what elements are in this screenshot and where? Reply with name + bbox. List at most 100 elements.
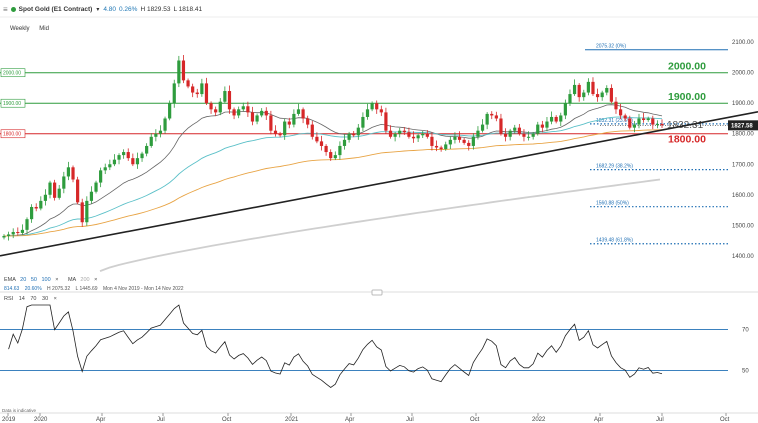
candle-body[interactable] [278,133,282,136]
candle-body[interactable] [7,234,11,236]
candle-body[interactable] [494,115,498,119]
candle-body[interactable] [177,60,181,84]
candle-body[interactable] [568,94,572,104]
candle-body[interactable] [122,152,126,156]
candle-body[interactable] [172,83,176,104]
candle-body[interactable] [94,182,98,192]
ema-20-line[interactable] [3,104,663,237]
candle-body[interactable] [306,118,310,125]
candle-body[interactable] [545,121,549,128]
candle-body[interactable] [89,191,94,201]
rsi-lower[interactable]: 30 [42,296,49,302]
candle-body[interactable] [264,110,268,116]
candle-body[interactable] [476,130,480,137]
candle-body[interactable] [149,136,153,146]
candle-body[interactable] [186,80,190,87]
candle-body[interactable] [379,109,383,113]
candle-body[interactable] [163,118,167,131]
candle-body[interactable] [531,133,535,137]
candle-body[interactable] [112,159,117,165]
ma-close-icon[interactable]: × [94,277,98,283]
candle-body[interactable] [333,155,337,159]
candle-body[interactable] [651,118,655,125]
candle-body[interactable] [549,116,554,122]
candle-body[interactable] [439,147,443,149]
candle-body[interactable] [250,112,255,122]
candle-body[interactable] [246,106,250,113]
candle-body[interactable] [296,109,301,114]
candle-body[interactable] [126,152,130,159]
candle-body[interactable] [421,133,425,136]
candle-body[interactable] [577,84,581,98]
candle-body[interactable] [53,182,57,198]
candle-body[interactable] [223,91,227,102]
candle-body[interactable] [485,113,489,125]
candle-body[interactable] [30,206,34,220]
candle-body[interactable] [416,135,420,139]
candle-body[interactable] [605,87,609,93]
candle-body[interactable] [191,86,195,93]
candle-body[interactable] [71,167,75,180]
candle-body[interactable] [103,167,107,171]
candle-body[interactable] [641,118,646,121]
candle-body[interactable] [393,133,397,137]
candle-body[interactable] [76,179,80,203]
candle-body[interactable] [591,81,595,95]
candle-body[interactable] [411,136,416,139]
candle-body[interactable] [499,118,503,134]
candle-body[interactable] [324,145,328,153]
candle-body[interactable] [135,158,140,165]
candle-body[interactable] [623,115,627,119]
candle-body[interactable] [352,133,356,136]
candle-body[interactable] [522,133,526,137]
candle-body[interactable] [200,83,204,95]
candle-body[interactable] [57,188,61,198]
candle-body[interactable] [370,103,374,110]
candle-body[interactable] [453,136,457,140]
candle-body[interactable] [2,235,6,238]
candle-body[interactable] [407,132,411,137]
candle-body[interactable] [563,103,567,116]
ema-20[interactable]: 20 [20,277,27,283]
ema-100-line[interactable] [3,129,663,237]
ema-50[interactable]: 50 [30,277,37,283]
candle-body[interactable] [145,145,149,154]
ema-50-line[interactable] [3,116,663,237]
candle-body[interactable] [347,133,351,140]
candle-body[interactable] [48,182,52,195]
candle-body[interactable] [365,109,370,117]
candle-body[interactable] [526,136,531,138]
candle-body[interactable] [16,231,20,233]
rsi-period[interactable]: 14 [18,296,25,302]
candle-body[interactable] [269,115,273,131]
candle-body[interactable] [471,136,475,146]
candle-body[interactable] [237,109,241,116]
candle-body[interactable] [384,112,388,131]
candle-body[interactable] [375,103,379,110]
candle-body[interactable] [80,202,84,223]
candle-body[interactable] [462,139,466,143]
candle-body[interactable] [85,200,89,223]
candle-body[interactable] [480,124,485,131]
candle-body[interactable] [361,116,365,128]
candle-body[interactable] [232,109,236,116]
rsi-line[interactable] [8,304,663,388]
instrument-title[interactable]: Spot Gold (E1 Contract) [18,5,93,13]
candle-body[interactable] [637,118,641,125]
candle-body[interactable] [508,130,512,137]
rsi-close-icon[interactable]: × [53,296,57,302]
candle-body[interactable] [292,113,296,125]
candle-body[interactable] [356,127,360,136]
candle-body[interactable] [457,136,462,140]
candle-body[interactable] [283,121,287,136]
candle-body[interactable] [273,130,278,134]
candle-body[interactable] [448,139,452,145]
candle-body[interactable] [430,136,434,146]
candle-body[interactable] [319,141,324,146]
candle-body[interactable] [154,133,158,137]
candle-body[interactable] [655,123,659,125]
candle-body[interactable] [559,115,563,122]
candle-body[interactable] [209,103,213,110]
resize-handle-icon[interactable] [371,289,383,296]
